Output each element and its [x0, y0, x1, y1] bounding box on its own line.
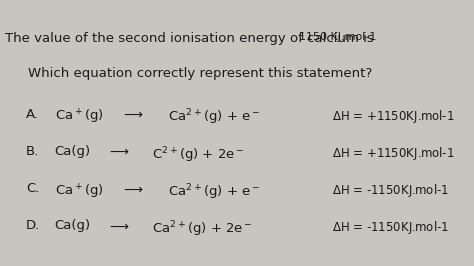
Text: B.: B.: [26, 145, 39, 158]
Text: $\Delta$H = +1150KJ.mol-1: $\Delta$H = +1150KJ.mol-1: [332, 145, 455, 162]
Text: $\Delta$H = -1150KJ.mol-1: $\Delta$H = -1150KJ.mol-1: [332, 182, 449, 199]
Text: C.: C.: [26, 182, 39, 195]
Text: $\longrightarrow$: $\longrightarrow$: [121, 182, 144, 195]
Text: Ca(g): Ca(g): [55, 145, 91, 158]
Text: Ca$^+$(g): Ca$^+$(g): [55, 182, 103, 201]
Text: Ca(g): Ca(g): [55, 219, 91, 232]
Text: C$^{2+}$(g) + 2e$^-$: C$^{2+}$(g) + 2e$^-$: [152, 145, 244, 165]
Text: D.: D.: [26, 219, 40, 232]
Text: The value of the second ionisation energy of calcium is: The value of the second ionisation energ…: [5, 32, 378, 45]
Text: Ca$^{2+}$(g) + 2e$^-$: Ca$^{2+}$(g) + 2e$^-$: [152, 219, 252, 239]
Text: Ca$^+$(g): Ca$^+$(g): [55, 108, 103, 126]
Text: Which equation correctly represent this statement?: Which equation correctly represent this …: [28, 66, 373, 80]
Text: $\Delta$H = -1150KJ.mol-1: $\Delta$H = -1150KJ.mol-1: [332, 219, 449, 236]
Text: Ca$^{2+}$(g) + e$^-$: Ca$^{2+}$(g) + e$^-$: [168, 108, 261, 127]
Text: A.: A.: [26, 108, 39, 121]
Text: $\longrightarrow$: $\longrightarrow$: [121, 108, 144, 121]
Text: $\longrightarrow$: $\longrightarrow$: [107, 145, 129, 158]
Text: $\Delta$H = +1150KJ.mol-1: $\Delta$H = +1150KJ.mol-1: [332, 108, 455, 125]
Text: 1150 KJ.mol-1: 1150 KJ.mol-1: [299, 32, 376, 42]
Text: Ca$^{2+}$(g) + e$^-$: Ca$^{2+}$(g) + e$^-$: [168, 182, 261, 202]
Text: $\longrightarrow$: $\longrightarrow$: [107, 219, 129, 232]
